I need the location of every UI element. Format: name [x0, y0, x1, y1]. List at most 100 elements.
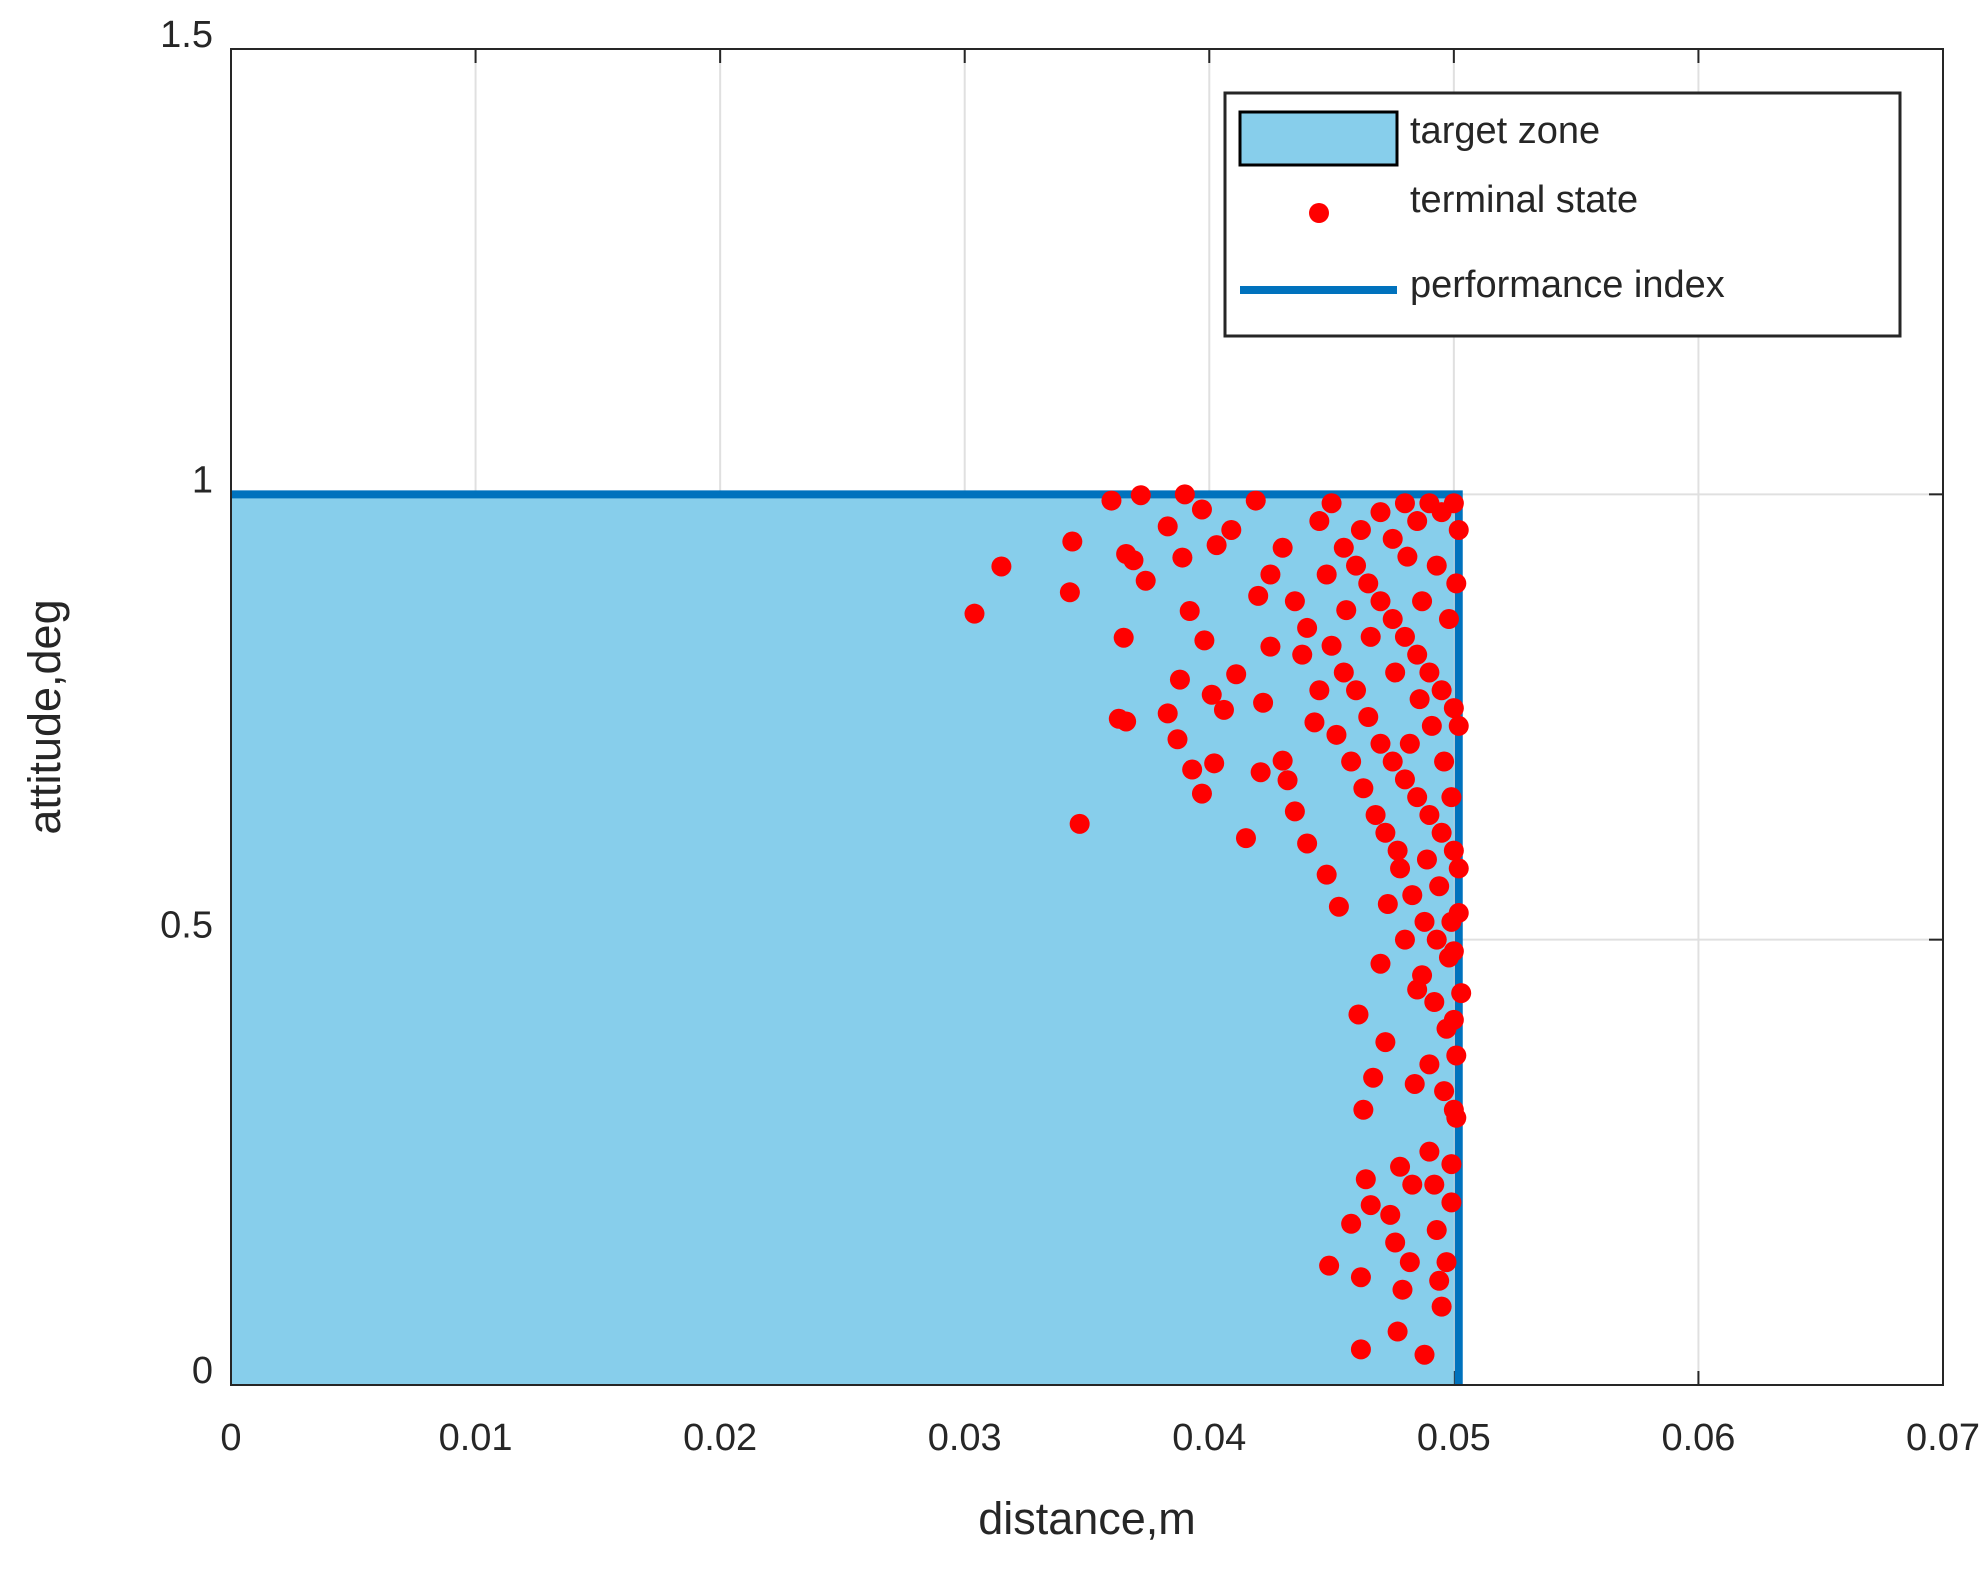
data-point [1321, 635, 1342, 656]
data-point [1304, 712, 1325, 733]
data-point [1272, 537, 1293, 558]
data-point [1182, 759, 1203, 780]
data-point [1407, 787, 1428, 808]
data-point [1392, 1279, 1413, 1300]
data-point [1402, 885, 1423, 906]
data-point [1248, 585, 1269, 606]
x-axis-label: distance,m [978, 1493, 1196, 1544]
data-point [1409, 689, 1430, 710]
data-point [1385, 1232, 1406, 1253]
data-point [1272, 750, 1293, 771]
data-point [1390, 1156, 1411, 1177]
data-point [1390, 858, 1411, 879]
data-point [1157, 516, 1178, 537]
data-point [1353, 778, 1374, 799]
data-point [1350, 519, 1371, 540]
data-point [1341, 751, 1362, 772]
data-point [1365, 804, 1386, 825]
data-point [964, 603, 985, 624]
data-point [1370, 591, 1391, 612]
data-point [1226, 664, 1247, 685]
data-point [1206, 535, 1227, 556]
data-point [1194, 630, 1215, 651]
data-point [1394, 626, 1415, 647]
data-point [1179, 601, 1200, 622]
data-point [1316, 564, 1337, 585]
data-point [1426, 1220, 1447, 1241]
data-point [1353, 1099, 1374, 1120]
data-point [1309, 511, 1330, 532]
legend-swatch [1238, 110, 1399, 167]
data-point [1169, 669, 1190, 690]
data-point [1429, 876, 1450, 897]
data-point [1284, 591, 1305, 612]
data-point [1123, 550, 1144, 571]
data-point [1297, 617, 1318, 638]
data-point [1394, 769, 1415, 790]
performance-index-line [231, 490, 1463, 1385]
data-point [1407, 644, 1428, 665]
data-point [1421, 715, 1442, 736]
data-point [1446, 1107, 1467, 1128]
data-point [1375, 822, 1396, 843]
data-point [1333, 537, 1354, 558]
data-point [1309, 680, 1330, 701]
y-tick-label: 0 [192, 1350, 213, 1392]
data-point [1363, 1067, 1384, 1088]
data-point [1370, 502, 1391, 523]
data-point [1245, 490, 1266, 511]
data-point [991, 556, 1012, 577]
data-point [1113, 627, 1134, 648]
data-point [1221, 519, 1242, 540]
data-point [1382, 609, 1403, 630]
data-point [1448, 858, 1469, 879]
data-point [1328, 896, 1349, 917]
data-point [1204, 753, 1225, 774]
legend-label: target zone [1410, 110, 1600, 152]
data-point [1402, 1174, 1423, 1195]
data-point [1355, 1169, 1376, 1190]
data-point [1446, 1045, 1467, 1066]
data-point [1399, 733, 1420, 754]
data-point [1404, 1073, 1425, 1094]
data-point [1443, 1009, 1464, 1030]
data-point [1333, 662, 1354, 683]
data-point [1438, 609, 1459, 630]
data-point [1434, 751, 1455, 772]
x-tick-label: 0.02 [683, 1417, 757, 1459]
data-point [1321, 493, 1342, 514]
data-point [1250, 762, 1271, 783]
data-point [1441, 1154, 1462, 1175]
data-point [1213, 699, 1234, 720]
data-point [1419, 662, 1440, 683]
data-point [1375, 1032, 1396, 1053]
data-point [1350, 1267, 1371, 1288]
data-point [1394, 493, 1415, 514]
data-point [1436, 1252, 1457, 1273]
data-point [1191, 499, 1212, 520]
legend: target zone terminal state performance i… [1223, 91, 1902, 338]
data-point [1438, 947, 1459, 968]
y-axis-label: attitude,deg [19, 599, 70, 834]
data-point [1358, 573, 1379, 594]
data-point [1443, 493, 1464, 514]
data-point [1326, 724, 1347, 745]
data-point [1358, 707, 1379, 727]
data-point [1377, 894, 1398, 915]
data-point [1284, 801, 1305, 822]
data-point [1448, 715, 1469, 736]
data-point [1341, 1213, 1362, 1234]
data-point [1292, 644, 1313, 665]
data-point [1441, 911, 1462, 932]
data-point [1297, 833, 1318, 854]
data-point [1441, 1192, 1462, 1213]
data-point [1201, 684, 1222, 705]
data-point [1441, 787, 1462, 808]
data-point [1431, 680, 1452, 701]
x-tick-label: 0 [220, 1417, 241, 1459]
data-point [1419, 804, 1440, 825]
data-point [1277, 770, 1298, 791]
data-point [1394, 929, 1415, 950]
y-tick-label: 1 [192, 459, 213, 501]
data-point [1424, 1174, 1445, 1195]
